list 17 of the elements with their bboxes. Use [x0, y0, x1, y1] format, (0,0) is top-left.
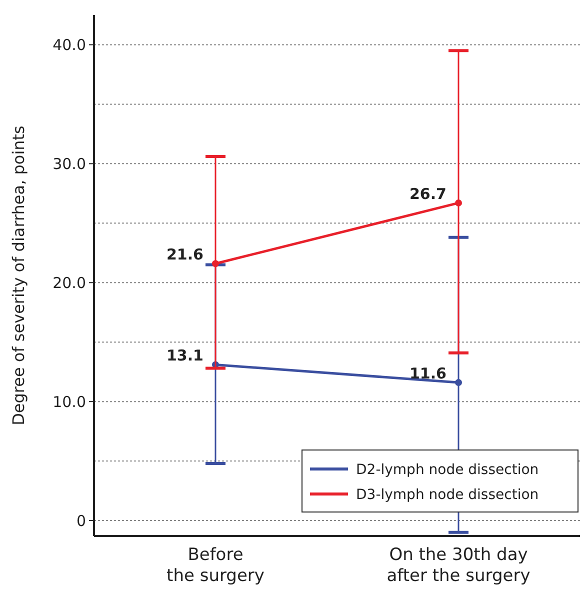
y-tick-label: 30.0: [52, 154, 86, 173]
point: [455, 379, 462, 386]
legend-label: D3-lymph node dissection: [356, 486, 539, 503]
y-axis-title: Degree of severity of diarrhea, points: [9, 126, 28, 426]
data-label: 26.7: [409, 184, 446, 203]
y-tick-label: 0: [76, 512, 86, 530]
point: [455, 199, 462, 206]
data-label: 13.1: [166, 346, 204, 365]
legend-label: D2-lymph node dissection: [356, 462, 539, 478]
data-label: 21.6: [166, 246, 204, 264]
x-tick-label: On the 30th day after the surgery: [386, 545, 530, 586]
y-tick-label: 10.0: [52, 392, 86, 411]
y-tick-label: 40.0: [52, 36, 86, 54]
x-tick-label: Before the surgery: [166, 545, 264, 586]
data-label: 11.6: [409, 364, 446, 383]
point: [212, 260, 219, 268]
y-tick-label: 20.0: [52, 274, 86, 292]
